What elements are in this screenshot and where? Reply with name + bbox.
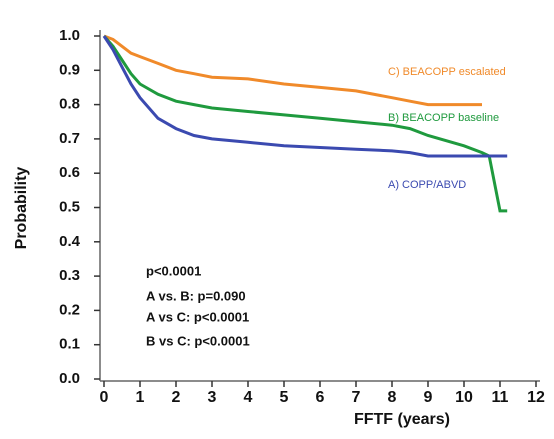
x-tick-label: 8	[388, 389, 397, 406]
annotation: p<0.0001	[146, 263, 201, 278]
km-curve	[102, 35, 508, 213]
x-tick-label: 9	[424, 389, 433, 406]
y-tick-label: 0.9	[59, 61, 80, 78]
x-tick-label: 4	[244, 389, 253, 406]
x-tick-label: 5	[280, 389, 289, 406]
legend-label: B) BEACOPP baseline	[388, 112, 499, 124]
x-tick-label: 3	[208, 389, 217, 406]
y-axis-label: Probability	[13, 167, 30, 250]
legend-label: A) COPP/ABVD	[388, 179, 466, 191]
x-tick-label: 2	[172, 389, 181, 406]
x-tick-label: 6	[316, 389, 325, 406]
y-tick-label: 0.0	[59, 370, 80, 387]
annotation: B vs C: p<0.0001	[146, 333, 250, 348]
y-tick-label: 1.0	[59, 27, 80, 44]
y-tick-label: 0.5	[59, 198, 80, 215]
x-tick-label: 0	[100, 389, 109, 406]
x-tick-label: 12	[527, 389, 545, 406]
x-tick-label: 1	[136, 389, 145, 406]
y-tick-label: 0.8	[59, 96, 80, 113]
y-tick-label: 0.2	[59, 301, 80, 318]
annotation: A vs C: p<0.0001	[146, 309, 249, 324]
x-axis-label: FFTF (years)	[354, 411, 450, 428]
annotation: A vs. B: p=0.090	[146, 288, 246, 303]
legend-label: C) BEACOPP escalated	[388, 66, 506, 78]
y-tick-label: 0.3	[59, 267, 80, 284]
x-tick-label: 7	[352, 389, 361, 406]
y-tick-label: 0.6	[59, 164, 80, 181]
km-curve	[103, 34, 482, 107]
km-curve	[102, 35, 508, 158]
y-tick-label: 0.7	[59, 130, 80, 147]
x-tick-label: 10	[455, 389, 473, 406]
y-tick-label: 0.1	[59, 336, 80, 353]
y-tick-label: 0.4	[59, 233, 81, 250]
x-tick-label: 11	[492, 389, 509, 406]
